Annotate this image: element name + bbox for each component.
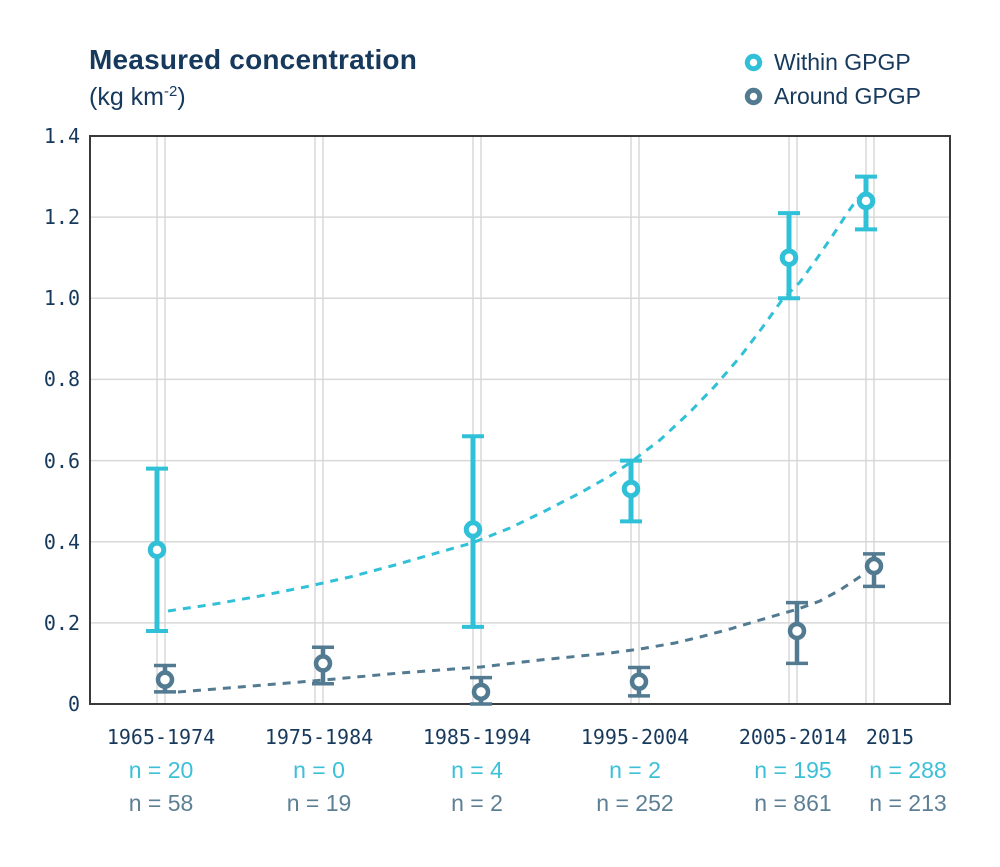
y-axis-tick-label: 0.4 — [43, 529, 80, 554]
y-axis-tick-label: 0.6 — [43, 448, 80, 473]
x-axis-tick-label: 1975-1984 — [264, 725, 374, 749]
around-gpgp-data-point — [313, 654, 333, 673]
around-gpgp-data-point — [155, 670, 175, 689]
n-count-around: n = 213 — [869, 790, 947, 816]
n-count-within: n = 20 — [128, 757, 194, 783]
y-axis-tick-label: 0.2 — [43, 610, 80, 635]
within-gpgp-data-point — [621, 479, 641, 499]
chart-title-block: Measured concentration (kg km-2) — [89, 44, 417, 112]
n-count-within: n = 2 — [609, 757, 661, 783]
n-count-around: n = 861 — [754, 790, 832, 816]
n-count-within: n = 4 — [451, 757, 503, 783]
n-count-within: n = 195 — [754, 757, 832, 783]
chart-units: (kg km-2) — [89, 83, 417, 112]
x-axis-tick-label: 2015 — [865, 725, 915, 749]
y-axis-tick-label: 0 — [67, 692, 80, 716]
n-count-around: n = 252 — [596, 790, 674, 816]
n-count-within: n = 288 — [869, 757, 947, 783]
units-suffix: ) — [177, 83, 186, 111]
legend-label-within: Within GPGP — [774, 49, 911, 75]
y-axis-tick-label: 1.0 — [43, 286, 80, 311]
within-gpgp-data-point — [463, 520, 483, 539]
n-count-within: n = 0 — [293, 757, 345, 783]
chart-title: Measured concentration — [89, 44, 418, 75]
around-gpgp-data-point — [787, 621, 807, 641]
y-axis-tick-label: 1.4 — [43, 124, 80, 148]
around-gpgp-data-point — [864, 556, 884, 576]
within-gpgp-data-point — [147, 540, 167, 560]
y-axis-tick-label: 0.8 — [43, 367, 80, 392]
legend: Within GPGP Around GPGP — [744, 50, 921, 118]
plot-frame — [89, 135, 951, 705]
within-gpgp-trend-line — [167, 197, 860, 613]
units-prefix: (kg km — [89, 83, 164, 111]
around-gpgp-trend-line — [177, 574, 862, 694]
units-superscript: -2 — [164, 83, 178, 100]
x-axis-tick-label: 2005-2014 — [738, 725, 848, 749]
within-gpgp-circle-icon — [744, 53, 763, 72]
n-count-around: n = 19 — [286, 790, 352, 816]
n-count-around: n = 58 — [128, 790, 194, 816]
around-gpgp-circle-icon — [744, 87, 763, 106]
n-count-around: n = 2 — [451, 790, 503, 816]
y-axis-tick-label: 1.2 — [43, 205, 80, 230]
legend-label-around: Around GPGP — [774, 83, 922, 109]
x-axis-tick-label: 1995-2004 — [580, 725, 690, 749]
legend-item-within-gpgp: Within GPGP — [744, 50, 921, 75]
legend-item-around-gpgp: Around GPGP — [744, 84, 921, 109]
x-axis-tick-label: 1965-1974 — [106, 725, 216, 749]
x-axis-tick-label: 1985-1994 — [422, 725, 532, 749]
within-gpgp-data-point — [779, 248, 799, 267]
around-gpgp-data-point — [629, 672, 649, 691]
around-gpgp-data-point — [471, 682, 491, 702]
within-gpgp-data-point — [856, 191, 876, 211]
